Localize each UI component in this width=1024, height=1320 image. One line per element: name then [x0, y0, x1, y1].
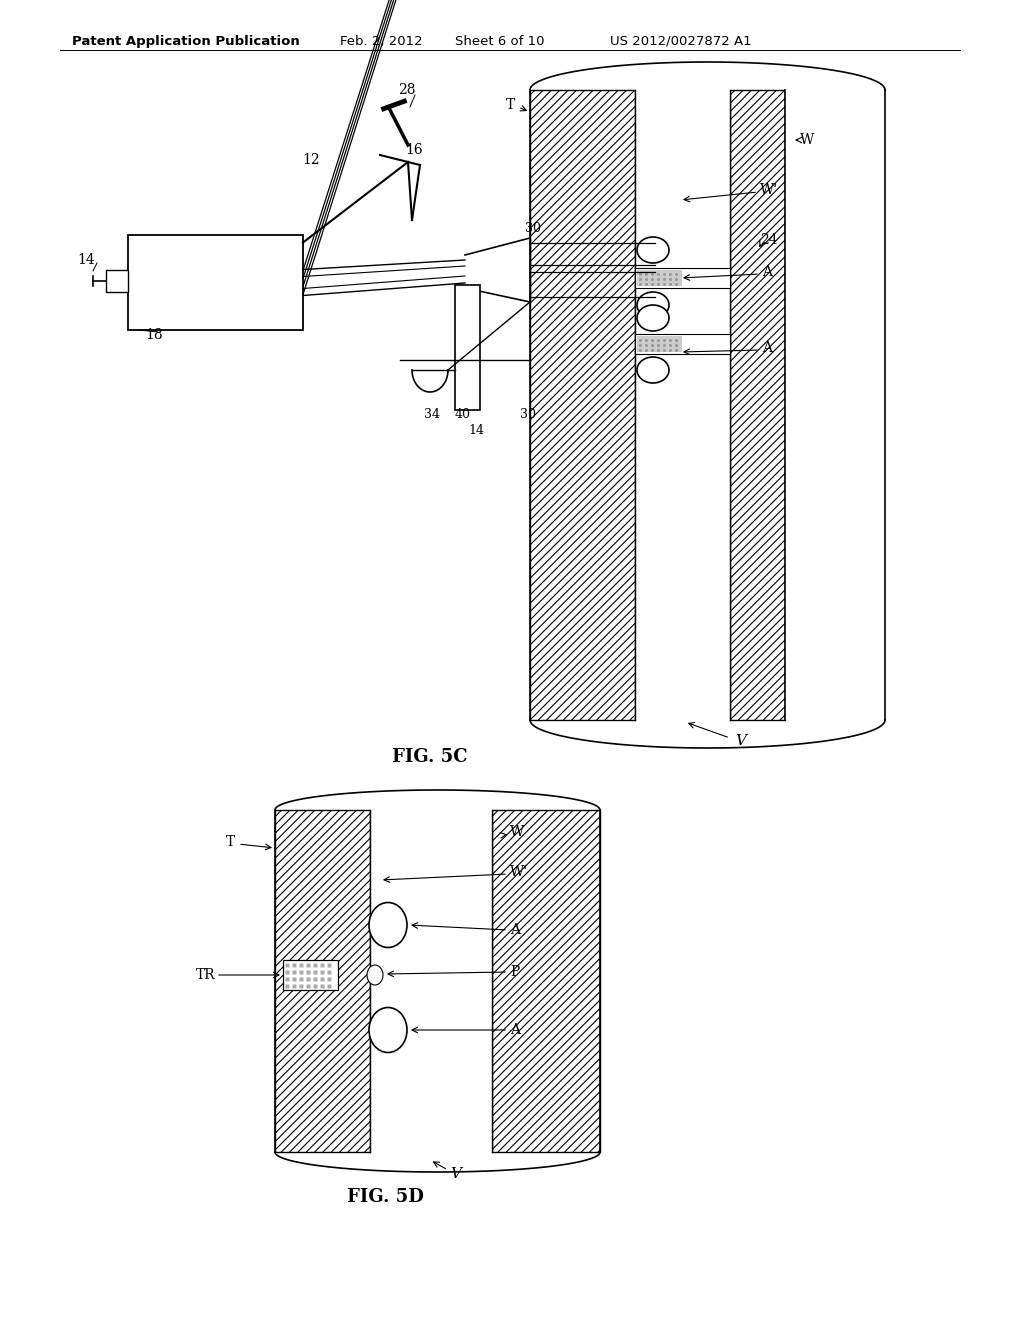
Text: 40: 40 — [455, 408, 471, 421]
Text: 14: 14 — [77, 253, 95, 267]
Text: W: W — [800, 133, 814, 147]
Bar — [635, 268, 730, 288]
Bar — [455, 285, 480, 411]
Bar — [106, 271, 128, 292]
Ellipse shape — [637, 305, 669, 331]
Text: P: P — [510, 965, 519, 979]
Text: T: T — [225, 836, 234, 849]
Text: 24: 24 — [760, 234, 777, 247]
Bar — [637, 337, 682, 352]
Text: A: A — [762, 341, 772, 355]
Polygon shape — [275, 810, 370, 1152]
Text: FIG. 5C: FIG. 5C — [392, 748, 468, 766]
Ellipse shape — [369, 903, 407, 948]
Text: Sheet 6 of 10: Sheet 6 of 10 — [455, 36, 545, 48]
Polygon shape — [785, 90, 885, 719]
Ellipse shape — [367, 965, 383, 985]
Text: 30: 30 — [520, 408, 536, 421]
Text: 28: 28 — [398, 83, 416, 96]
Text: 30: 30 — [525, 222, 541, 235]
Bar — [635, 334, 730, 354]
Polygon shape — [730, 90, 785, 719]
Text: W': W' — [760, 183, 778, 197]
Text: Patent Application Publication: Patent Application Publication — [72, 36, 300, 48]
Text: 12: 12 — [302, 153, 319, 168]
Text: V: V — [735, 734, 746, 748]
Text: Feb. 2, 2012: Feb. 2, 2012 — [340, 36, 423, 48]
Polygon shape — [370, 810, 492, 1152]
Bar — [283, 960, 338, 990]
Polygon shape — [492, 810, 600, 1152]
Ellipse shape — [637, 292, 669, 318]
Text: V: V — [450, 1167, 461, 1181]
Text: 18: 18 — [145, 327, 163, 342]
Polygon shape — [635, 90, 730, 719]
Ellipse shape — [369, 1007, 407, 1052]
Text: A: A — [510, 923, 520, 937]
Bar — [128, 235, 303, 330]
Text: US 2012/0027872 A1: US 2012/0027872 A1 — [610, 36, 752, 48]
Text: W: W — [510, 825, 524, 840]
Text: TR: TR — [196, 968, 215, 982]
Polygon shape — [530, 90, 635, 719]
Bar — [637, 271, 682, 286]
Text: 16: 16 — [406, 143, 423, 157]
Ellipse shape — [637, 356, 669, 383]
Text: T: T — [506, 98, 515, 112]
Text: W': W' — [510, 865, 528, 879]
Text: A: A — [510, 1023, 520, 1038]
Text: FIG. 5D: FIG. 5D — [346, 1188, 424, 1206]
Text: 14: 14 — [468, 424, 484, 437]
Text: A: A — [762, 265, 772, 279]
Text: 34: 34 — [424, 408, 440, 421]
Ellipse shape — [637, 238, 669, 263]
